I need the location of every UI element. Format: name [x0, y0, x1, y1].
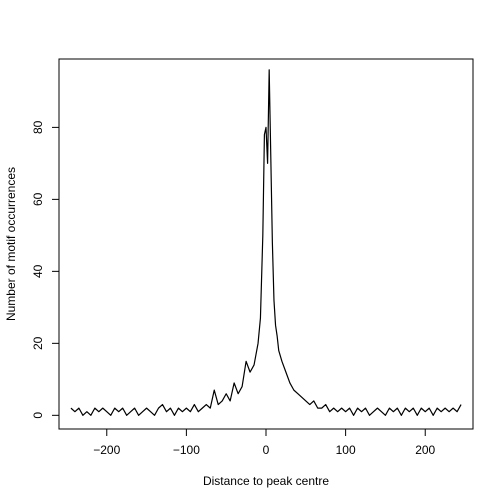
- series-line: [70, 69, 462, 416]
- y-tick-label: 0: [31, 412, 45, 419]
- y-tick-label: 60: [31, 192, 45, 206]
- x-axis-title: Distance to peak centre: [203, 474, 329, 488]
- y-tick-label: 40: [31, 264, 45, 278]
- x-axis: −200 −100 0 100 200: [93, 428, 436, 457]
- x-tick-label: −200: [93, 443, 120, 457]
- y-tick-label: 20: [31, 336, 45, 350]
- x-tick-label: 0: [263, 443, 270, 457]
- x-tick-label: −100: [173, 443, 200, 457]
- series-layer: [70, 69, 462, 416]
- y-tick-label: 80: [31, 120, 45, 134]
- y-axis-title: Number of motif occurrences: [4, 167, 18, 321]
- y-axis: 0 20 40 60 80: [31, 120, 60, 419]
- x-tick-label: 100: [336, 443, 356, 457]
- x-tick-label: 200: [415, 443, 435, 457]
